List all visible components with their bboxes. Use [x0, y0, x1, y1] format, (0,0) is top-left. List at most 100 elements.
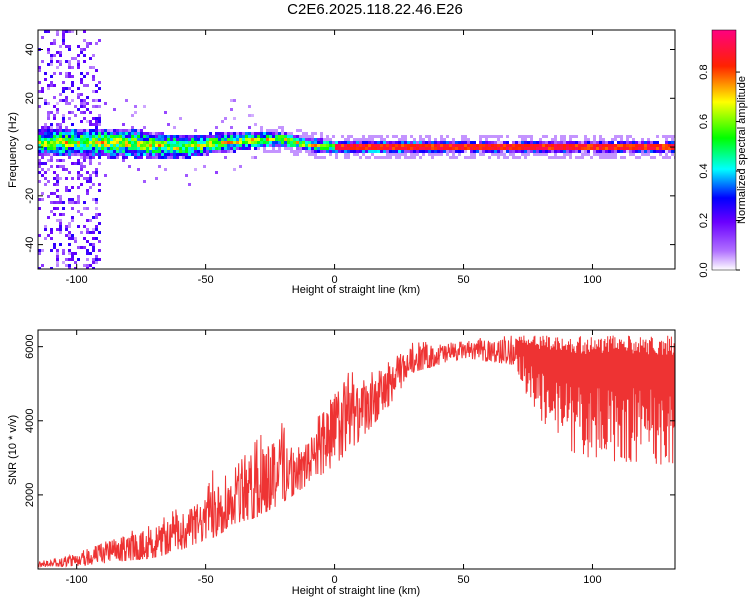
heatmap-cell [104, 144, 107, 147]
heatmap-cell [188, 135, 191, 138]
heatmap-cell [524, 156, 527, 159]
heatmap-cell [311, 144, 314, 147]
heatmap-cell [251, 156, 254, 159]
heatmap-cell [455, 144, 458, 147]
heatmap-cell [209, 144, 212, 147]
heatmap-cell [137, 147, 140, 150]
heatmap-cell [167, 138, 170, 141]
heatmap-cell [407, 156, 410, 159]
heatmap-cell [149, 138, 152, 141]
heatmap-cell [533, 153, 536, 156]
heatmap-cell [86, 219, 89, 222]
heatmap-cell [80, 120, 83, 123]
heatmap-cell [125, 99, 128, 102]
heatmap-cell [347, 147, 350, 150]
heatmap-cell [650, 141, 653, 144]
heatmap-cell [614, 135, 617, 138]
heatmap-cell [461, 144, 464, 147]
heatmap-cell [38, 138, 41, 141]
heatmap-cell [521, 147, 524, 150]
heatmap-cell [77, 66, 80, 69]
heatmap-cell [74, 252, 77, 255]
heatmap-cell [602, 144, 605, 147]
heatmap-cell [56, 264, 59, 267]
heatmap-cell [305, 150, 308, 153]
heatmap-cell [188, 156, 191, 159]
heatmap-cell [182, 135, 185, 138]
heatmap-cell [38, 135, 41, 138]
heatmap-cell [131, 144, 134, 147]
heatmap-cell [548, 156, 551, 159]
heatmap-cell [239, 135, 242, 138]
heatmap-cell [53, 39, 56, 42]
heatmap-cell [251, 114, 254, 117]
heatmap-cell [80, 168, 83, 171]
heatmap-cell [74, 267, 77, 269]
heatmap-cell [299, 147, 302, 150]
heatmap-cell [662, 147, 665, 150]
heatmap-cell [380, 150, 383, 153]
heatmap-cell [95, 171, 98, 174]
heatmap-cell [56, 144, 59, 147]
heatmap-cell [449, 156, 452, 159]
heatmap-cell [56, 30, 59, 33]
heatmap-cell [95, 147, 98, 150]
heatmap-cell [77, 93, 80, 96]
heatmap-cell [83, 132, 86, 135]
heatmap-cell [551, 147, 554, 150]
heatmap-cell [500, 135, 503, 138]
heatmap-cell [98, 87, 101, 90]
heatmap-cell [287, 132, 290, 135]
snr-xtick-label: 100 [583, 574, 601, 586]
heatmap-cell [272, 135, 275, 138]
heatmap-cell [47, 117, 50, 120]
heatmap-cell [434, 147, 437, 150]
heatmap-cell [59, 123, 62, 126]
heatmap-cell [221, 135, 224, 138]
heatmap-cell [47, 63, 50, 66]
heatmap-cell [614, 156, 617, 159]
heatmap-cell [116, 156, 119, 159]
heatmap-cell [347, 156, 350, 159]
heatmap-cell [512, 144, 515, 147]
heatmap-cell [44, 150, 47, 153]
heatmap-cell [83, 264, 86, 267]
heatmap-cell [59, 147, 62, 150]
heatmap-cell [59, 219, 62, 222]
heatmap-cell [89, 138, 92, 141]
heatmap-cell [200, 150, 203, 153]
heatmap-cell [395, 147, 398, 150]
heatmap-cell [95, 132, 98, 135]
heatmap-cell [467, 147, 470, 150]
heatmap-cell [245, 132, 248, 135]
heatmap-cell [629, 150, 632, 153]
heatmap-cell [302, 141, 305, 144]
heatmap-cell [65, 144, 68, 147]
heatmap-cell [77, 60, 80, 63]
heatmap-cell [452, 153, 455, 156]
heatmap-cell [41, 162, 44, 165]
heatmap-cell [272, 138, 275, 141]
heatmap-cell [263, 150, 266, 153]
heatmap-cell [110, 147, 113, 150]
heatmap-cell [284, 144, 287, 147]
heatmap-cell [506, 156, 509, 159]
heatmap-cell [110, 156, 113, 159]
heatmap-cell [482, 147, 485, 150]
heatmap-cell [338, 147, 341, 150]
heatmap-cell [425, 147, 428, 150]
heatmap-cell [188, 141, 191, 144]
heatmap-cell [200, 141, 203, 144]
heatmap-cell [656, 147, 659, 150]
heatmap-cell [44, 138, 47, 141]
heatmap-cell [197, 135, 200, 138]
heatmap-cell [47, 132, 50, 135]
heatmap-cell [50, 237, 53, 240]
heatmap-cell [284, 147, 287, 150]
heatmap-cell [71, 138, 74, 141]
heatmap-cell [299, 141, 302, 144]
heatmap-cell [98, 123, 101, 126]
heatmap-cell [74, 138, 77, 141]
heatmap-cell [146, 150, 149, 153]
heatmap-cell [197, 147, 200, 150]
